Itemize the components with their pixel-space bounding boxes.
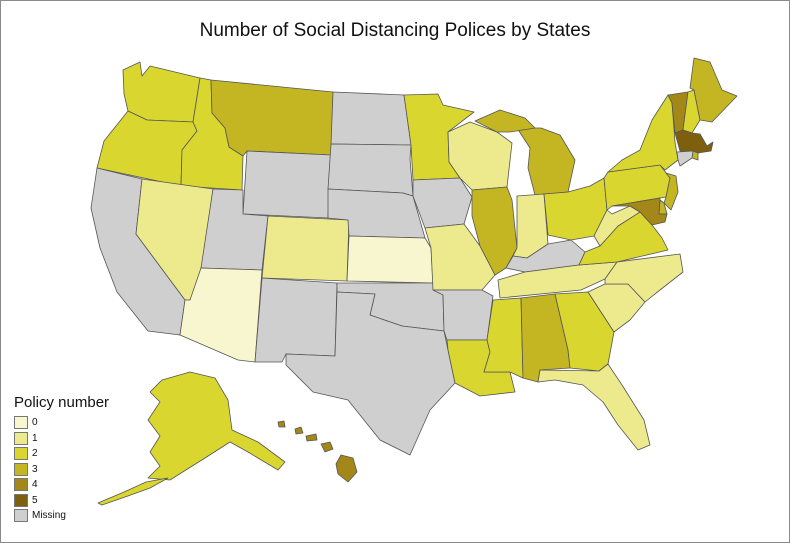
state-HI-kauai xyxy=(277,420,286,428)
legend-item-missing: Missing xyxy=(14,508,154,524)
legend-item-0: 0 xyxy=(14,415,154,431)
state-HI-big xyxy=(335,454,358,483)
legend-title: Policy number xyxy=(14,394,110,411)
state-AZ xyxy=(179,267,263,363)
legend-label-5: 5 xyxy=(32,494,38,506)
state-AK-tail xyxy=(97,477,169,506)
legend-item-1: 1 xyxy=(14,431,154,447)
state-NY xyxy=(607,94,679,173)
legend-swatch-0 xyxy=(14,416,28,430)
state-NJ xyxy=(663,172,679,211)
legend-label-2: 2 xyxy=(32,448,38,460)
legend-swatch-missing xyxy=(14,509,28,523)
state-ND xyxy=(330,91,412,146)
legend-swatch-2 xyxy=(14,447,28,461)
legend-swatch-5 xyxy=(14,493,28,507)
state-KS xyxy=(346,235,434,284)
state-MO xyxy=(424,223,496,291)
state-ME xyxy=(689,57,738,123)
state-MI-upper xyxy=(474,109,536,133)
state-MI xyxy=(516,127,576,196)
state-HI-oahu xyxy=(294,426,304,435)
state-MD xyxy=(611,197,668,226)
state-TX xyxy=(285,291,456,456)
legend-item-3: 3 xyxy=(14,462,154,478)
legend-label-3: 3 xyxy=(32,463,38,475)
state-CT xyxy=(676,150,694,167)
legend: Policy number 0 1 2 3 4 5 Missing xyxy=(14,394,154,524)
legend-label-0: 0 xyxy=(32,417,38,429)
legend-label-1: 1 xyxy=(32,432,38,444)
legend-item-4: 4 xyxy=(14,477,154,493)
state-MT xyxy=(210,79,334,157)
state-NM xyxy=(254,277,338,363)
state-AK xyxy=(147,371,286,481)
state-NC xyxy=(604,253,684,303)
map-title: Number of Social Distancing Polices by S… xyxy=(199,20,591,41)
state-HI-maui xyxy=(320,441,334,453)
legend-item-2: 2 xyxy=(14,446,154,462)
state-CO xyxy=(261,215,350,282)
legend-swatch-4 xyxy=(14,478,28,492)
state-FL xyxy=(537,363,651,451)
legend-swatch-1 xyxy=(14,431,28,445)
state-WY xyxy=(242,150,332,219)
legend-items: 0 1 2 3 4 5 Missing xyxy=(14,415,154,524)
state-MA xyxy=(674,129,714,154)
state-SD xyxy=(327,143,414,197)
legend-label-4: 4 xyxy=(32,479,38,491)
state-HI-molokai xyxy=(305,433,318,442)
legend-swatch-3 xyxy=(14,462,28,476)
legend-item-5: 5 xyxy=(14,493,154,509)
state-IA xyxy=(412,177,473,229)
legend-label-missing: Missing xyxy=(32,510,66,522)
state-WA xyxy=(122,61,201,123)
